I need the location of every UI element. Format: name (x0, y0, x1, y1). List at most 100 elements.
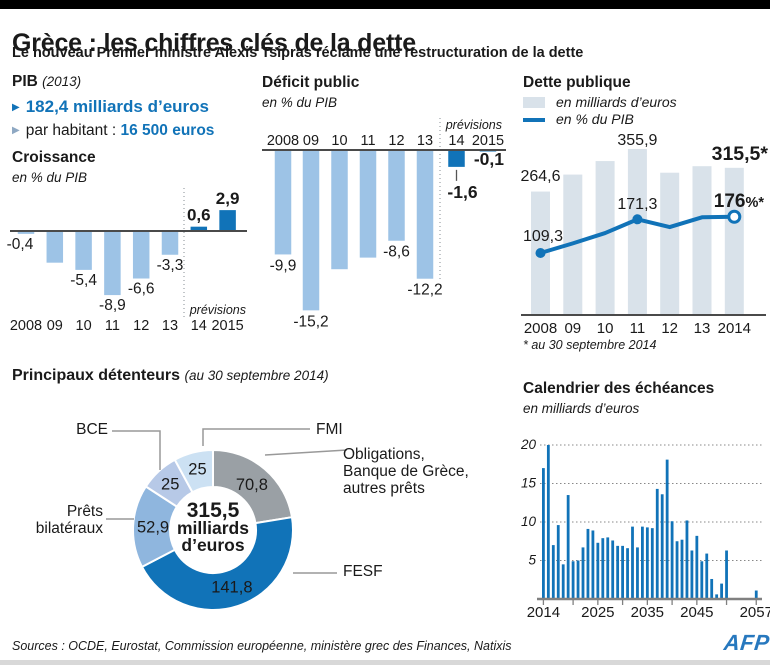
donut-center-label: d’euros (181, 535, 244, 555)
slice-value-label: 25 (188, 460, 206, 478)
bar (660, 494, 664, 599)
bar (660, 172, 680, 315)
x-tick-label: 2008 (267, 133, 299, 149)
page-title: Grèce : les chiffres clés de la dette (12, 28, 416, 57)
x-tick-label: 09 (564, 320, 581, 337)
bar-value-label: -9,9 (270, 257, 297, 274)
bar (695, 535, 699, 599)
x-tick-label: 12 (388, 133, 404, 149)
callout-fmi: FMI (316, 421, 343, 438)
bar (705, 553, 709, 599)
bar-value-label: 355,9 (617, 132, 657, 149)
line-value-label: 109,3 (523, 228, 563, 245)
x-tick-label: 13 (417, 133, 433, 149)
bar (675, 541, 679, 599)
top-black-bar (0, 0, 770, 9)
bar (621, 545, 624, 599)
bar (302, 150, 320, 311)
debt-legend-bars: en milliards d’euros (523, 94, 677, 110)
data-point-open (727, 209, 742, 224)
bar (219, 210, 236, 231)
x-tick-label: 09 (303, 133, 319, 149)
y-tick-label: 20 (520, 437, 537, 452)
bar-value-label: 0,6 (187, 206, 211, 225)
bar (75, 231, 92, 270)
x-tick-label: 2014 (718, 320, 751, 337)
bar (581, 547, 585, 599)
bar (700, 561, 704, 599)
bar (132, 231, 150, 279)
bar-value-label: -12,2 (407, 282, 442, 299)
x-tick-label: 2015 (211, 318, 243, 334)
slice-value-label: 52,9 (137, 519, 169, 537)
debt-chart-footnote: * au 30 septembre 2014 (523, 338, 657, 352)
bar-value-label: -6,6 (128, 281, 155, 298)
donut-slice (173, 449, 214, 494)
bar (274, 150, 292, 255)
bar (645, 527, 649, 599)
donut-center-label: milliards (177, 518, 249, 538)
bar-value-label: -3,3 (157, 257, 184, 274)
pib-section: PIB (2013) ▶ 182,4 milliards d’euros ▶ par… (12, 73, 214, 140)
bar-value-label: -8,9 (99, 297, 126, 314)
bullet-arrow-icon: ▶ (12, 125, 20, 136)
bar (631, 526, 634, 599)
bar (46, 231, 64, 263)
pib-per-capita-value: 16 500 euros (120, 122, 215, 139)
bar (561, 564, 565, 599)
bar (692, 166, 712, 315)
holders-title-text: Principaux détenteurs (12, 367, 181, 384)
bar (725, 550, 728, 599)
holders-chart-title: Principaux détenteurs (au 30 septembre 2… (12, 367, 329, 385)
deficit-chart-unit: en % du PIB (262, 95, 338, 110)
bar-value-label: -0,1 (474, 149, 504, 169)
x-tick-label: 2015 (472, 133, 504, 149)
donut-slice (140, 516, 294, 611)
callout-line-fmi (202, 428, 310, 446)
data-point (535, 248, 546, 258)
callout-text-line: Obligations, (343, 446, 425, 463)
bar (690, 550, 694, 599)
pib-per-capita-line: ▶ par habitant : 16 500 euros (12, 122, 214, 140)
growth-chart-title: Croissance (12, 149, 96, 166)
bar (724, 167, 744, 315)
x-tick-label: 10 (597, 320, 614, 337)
x-tick-label: 10 (331, 133, 347, 149)
bar (595, 161, 615, 315)
bar-value-label: -1,6 (447, 182, 477, 202)
x-tick-label: 2057 (740, 604, 770, 621)
debt-legend-bars-label: en milliards d’euros (556, 94, 677, 110)
bar (715, 594, 719, 599)
bar (388, 150, 405, 241)
y-tick-label: 15 (521, 476, 537, 491)
growth-bar-chart: -0,4 -5,4-8,9-6,6-3,3 0,6 2,9 prévisions 2008… (7, 188, 247, 334)
bar (359, 150, 377, 258)
x-tick-label: 14 (448, 133, 464, 149)
callout-line-obligations (264, 449, 348, 456)
x-tick-label: 10 (76, 318, 92, 334)
bar (626, 548, 629, 599)
afp-logo: AFP (722, 630, 770, 655)
forecast-note: prévisions (189, 303, 246, 317)
y-tick-label: 5 (528, 553, 536, 568)
x-tick-label: 14 (191, 318, 207, 334)
debt-legend-line-label: en % du PIB (556, 111, 634, 127)
deficit-bar-chart: prévisions 2008 09 10 11 12 13 14 2015 -9,9 -15,2 -… (262, 118, 506, 330)
pib-gdp-value: 182,4 milliards d’euros (25, 97, 210, 116)
callout-text-line: BCE (76, 421, 108, 438)
bar (17, 231, 35, 234)
bar (542, 468, 545, 599)
bar (636, 547, 639, 599)
deficit-chart-title: Déficit public (262, 74, 360, 91)
sources-line: Sources : OCDE, Eurostat, Commission eur… (12, 639, 512, 653)
bar (680, 539, 684, 599)
bar-value-label: -8,6 (383, 244, 410, 261)
callout-line-bce (112, 430, 161, 470)
callout-text-line: autres prêts (343, 480, 425, 497)
bar (720, 583, 723, 599)
bar (591, 530, 595, 599)
slice-value-label: 25 (161, 475, 179, 493)
bar (104, 231, 121, 296)
x-tick-label: 2014 (527, 604, 560, 621)
